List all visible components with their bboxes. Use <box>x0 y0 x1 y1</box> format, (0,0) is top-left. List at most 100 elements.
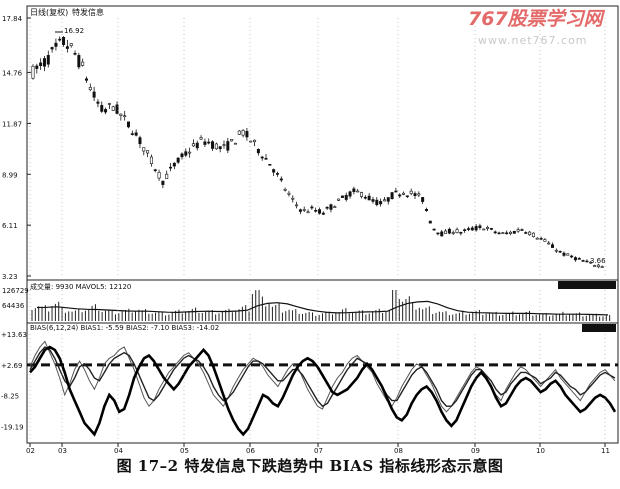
bias-y-tick-label: +2.69 <box>1 362 22 370</box>
price-candle-body <box>360 192 364 197</box>
price-candle-body <box>142 147 146 152</box>
volume-y-axis: 126729 64436 <box>2 287 29 310</box>
price-candle-body <box>65 46 69 49</box>
price-y-tick-label: 3.23 <box>2 273 18 281</box>
price-candle-body <box>237 130 241 135</box>
price-candle-body <box>543 239 547 242</box>
price-candle-body <box>367 195 371 201</box>
chart-frame <box>26 5 619 444</box>
x-axis: 02 03 04 05 06 07 08 09 10 11 <box>26 18 610 455</box>
price-candle-body <box>440 231 444 237</box>
price-candle-body <box>42 58 46 67</box>
price-candle-body <box>363 196 367 199</box>
price-candle-body <box>512 231 516 234</box>
volume-dark-badge <box>558 281 616 289</box>
bias-y-tick-label: -19.19 <box>1 423 24 431</box>
price-candle-body <box>218 146 222 149</box>
high-price-label: 16.92 <box>64 27 84 35</box>
price-candle-body <box>39 62 43 67</box>
price-candle-body <box>123 115 127 117</box>
price-candle-body <box>486 227 490 229</box>
price-candle-body <box>417 193 421 196</box>
price-candle-body <box>413 193 417 196</box>
price-candle-body <box>317 209 321 214</box>
price-candle-body <box>149 156 153 165</box>
price-candle-body <box>31 65 35 79</box>
price-candle-body <box>516 229 520 232</box>
price-candle-body <box>321 212 325 215</box>
price-candle-body <box>432 228 436 231</box>
price-candle-body <box>268 163 272 166</box>
price-candle-body <box>46 55 50 65</box>
price-candle-body <box>195 142 199 149</box>
price-candle-body <box>172 162 176 167</box>
price-candle-body <box>88 87 92 91</box>
price-candle-body <box>96 101 100 104</box>
price-candle-body <box>180 153 184 158</box>
price-candle-body <box>253 139 257 143</box>
price-candle-body <box>245 131 249 138</box>
price-candle-body <box>161 180 165 185</box>
price-candle-body <box>100 105 104 112</box>
price-candle-body <box>111 106 115 111</box>
price-candle-body <box>589 261 593 264</box>
price-candle-body <box>474 225 478 231</box>
price-candle-body <box>50 47 54 50</box>
price-y-axis: 17.84 14.76 11.87 8.99 6.11 3.23 <box>2 15 31 281</box>
price-candle-body <box>409 190 413 194</box>
price-candle-body <box>310 206 314 209</box>
price-candle-body <box>184 151 188 156</box>
price-candle-body <box>459 232 463 234</box>
price-candle-body <box>134 132 138 136</box>
watermark-logo: 767股票学习网 <box>468 8 603 30</box>
price-candle-body <box>314 209 318 212</box>
price-candles <box>31 31 604 269</box>
price-candle-body <box>203 141 207 145</box>
price-candle-body <box>531 232 535 238</box>
price-candle-body <box>176 157 180 163</box>
price-y-tick-label: 14.76 <box>2 69 23 77</box>
bias-panel: BIAS(6,12,24) BIAS1: -5.59 BIAS2: -7.10 … <box>1 324 618 437</box>
price-candle-body <box>199 137 203 140</box>
price-candle-body <box>211 141 215 149</box>
price-candle-body <box>570 255 574 258</box>
price-candle-body <box>138 137 142 145</box>
x-tick-label: 08 <box>394 447 403 455</box>
price-candle-body <box>356 190 360 193</box>
price-y-tick-label: 17.84 <box>2 15 23 23</box>
price-candle-body <box>54 42 58 47</box>
price-candle-body <box>329 204 333 210</box>
price-y-tick-label: 11.87 <box>2 120 22 128</box>
price-candle-body <box>371 199 375 202</box>
price-candle-body <box>566 253 570 256</box>
x-tick-label: 06 <box>246 447 255 455</box>
bias-y-tick-label: +13.63 <box>1 331 27 339</box>
price-candle-body <box>302 209 306 211</box>
price-candle-body <box>451 232 455 234</box>
price-candle-body <box>493 231 497 234</box>
bias-title: BIAS(6,12,24) BIAS1: -5.59 BIAS2: -7.10 … <box>30 324 219 332</box>
figure-caption: 图 17–2 特发信息下跌趋势中 BIAS 指标线形态示意图 <box>116 457 504 475</box>
price-candle-body <box>508 231 512 234</box>
price-candle-body <box>264 158 268 160</box>
price-candle-body <box>191 143 195 147</box>
price-candle-body <box>554 249 558 252</box>
x-tick-label: 04 <box>114 447 123 455</box>
x-tick-label: 03 <box>58 447 67 455</box>
price-candle-body <box>333 206 337 208</box>
price-candle-body <box>470 227 474 231</box>
price-candle-body <box>241 130 245 136</box>
bias3-line <box>29 345 617 437</box>
price-candle-body <box>35 65 39 69</box>
price-candle-body <box>577 258 581 260</box>
price-y-tick-label: 8.99 <box>2 171 18 179</box>
mavol5-line <box>36 300 609 316</box>
price-candle-body <box>547 242 551 245</box>
price-candle-body <box>230 138 234 142</box>
price-candle-body <box>421 197 425 202</box>
price-candle-body <box>260 156 264 159</box>
price-candle-body <box>386 197 390 202</box>
price-candle-body <box>337 198 341 201</box>
price-candle-body <box>402 192 406 195</box>
